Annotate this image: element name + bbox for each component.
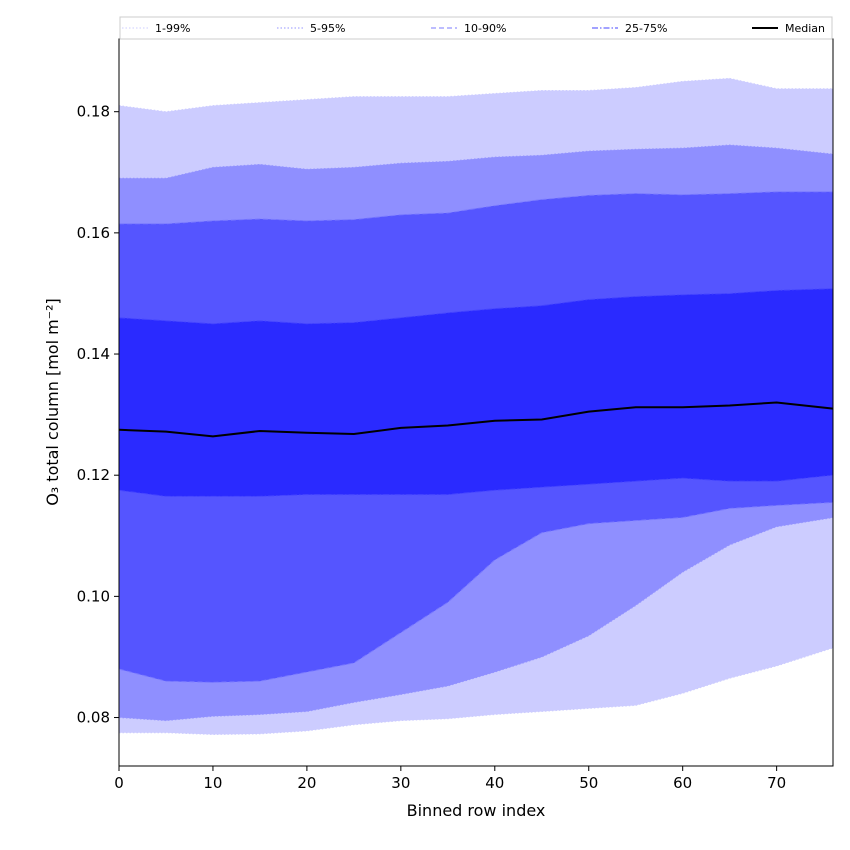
x-tick-label: 70 (767, 774, 786, 792)
band-1-99-upper-line (118, 77, 833, 113)
x-axis: 0 10 20 30 40 50 60 70 (114, 766, 786, 792)
y-axis: 0.08 0.10 0.12 0.14 0.16 0.18 (77, 103, 119, 727)
legend-frame (119, 16, 833, 40)
band-25-75-lower-line (118, 474, 834, 497)
y-tick-label: 0.16 (77, 224, 110, 242)
x-tick-label: 50 (579, 774, 598, 792)
x-tick-label: 10 (203, 774, 222, 792)
x-tick-label: 30 (391, 774, 410, 792)
legend-label: 25-75% (625, 22, 667, 35)
y-tick-label: 0.12 (77, 466, 110, 484)
legend-label: 10-90% (464, 22, 506, 35)
band-layer (119, 78, 833, 735)
y-tick-label: 0.14 (77, 345, 110, 363)
x-axis-label: Binned row index (407, 801, 546, 820)
y-axis-label: O₃ total column [mol m⁻²] (43, 298, 62, 506)
x-tick-label: 20 (297, 774, 316, 792)
median-line (118, 401, 834, 438)
band-10-90-upper-line (119, 191, 833, 225)
legend-label: Median (785, 22, 825, 35)
y-tick-label: 0.18 (77, 103, 110, 121)
band-25-75-upper-line (118, 288, 834, 325)
legend: 1-99% 5-95% 10-90% 25-75% Median (119, 16, 833, 40)
band-5-95-upper-line (119, 144, 834, 179)
y-tick-label: 0.08 (77, 709, 110, 727)
x-tick-label: 60 (673, 774, 692, 792)
band-25-75 (119, 288, 833, 497)
median-layer (118, 401, 834, 438)
x-tick-label: 40 (485, 774, 504, 792)
boundary-line-layer (118, 77, 834, 736)
band-10-90-lower-line (118, 502, 834, 683)
y-tick-label: 0.10 (77, 587, 110, 605)
legend-label: 1-99% (155, 22, 190, 35)
legend-label: 5-95% (310, 22, 345, 35)
x-tick-label: 0 (114, 774, 124, 792)
